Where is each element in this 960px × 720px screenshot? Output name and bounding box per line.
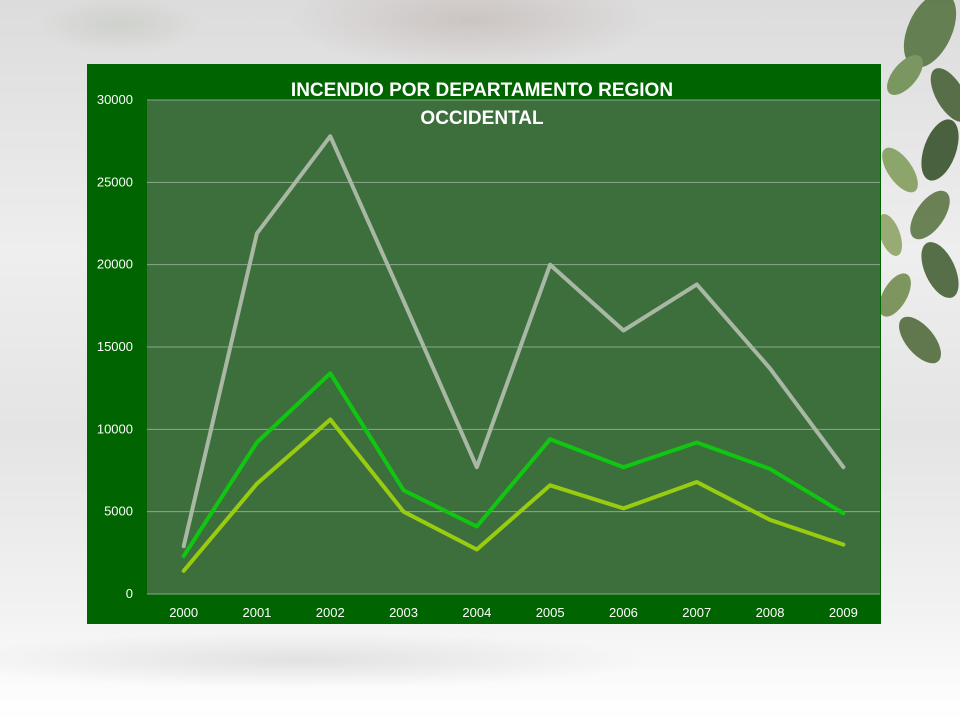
series-line-2 [181,371,846,559]
y-tick-label: 0 [126,586,133,601]
chart-panel: 0 5000 10000 15000 20000 25000 30000 2000 2001 2… [87,64,881,624]
x-tick-label: 2002 [316,605,345,620]
x-tick-label: 2004 [462,605,491,620]
x-tick-label: 2001 [242,605,271,620]
x-tick-label: 2005 [536,605,565,620]
y-tick-label: 30000 [97,92,133,107]
series-line-1 [181,134,846,549]
x-tick-label: 2007 [682,605,711,620]
gridlines [147,99,880,595]
y-tick-label: 15000 [97,339,133,354]
x-tick-label: 2009 [829,605,858,620]
x-tick-label: 2008 [756,605,785,620]
series-lines [181,134,846,573]
x-tick-label: 2003 [389,605,418,620]
y-tick-label: 20000 [97,257,133,272]
x-tick-label: 2000 [169,605,198,620]
y-axis-tick-labels: 0 5000 10000 15000 20000 25000 30000 [97,92,133,601]
x-tick-label: 2006 [609,605,638,620]
y-tick-label: 25000 [97,174,133,189]
series-line-3 [181,417,846,573]
chart-title-line-1: INCENDIO POR DEPARTAMENTO REGION [291,80,673,101]
x-axis-tick-labels: 2000 2001 2002 2003 2004 2005 2006 2007 2008 2009 [169,605,858,620]
y-tick-label: 10000 [97,421,133,436]
y-tick-label: 5000 [104,504,133,519]
chart-title-line-2: OCCIDENTAL [420,108,544,129]
